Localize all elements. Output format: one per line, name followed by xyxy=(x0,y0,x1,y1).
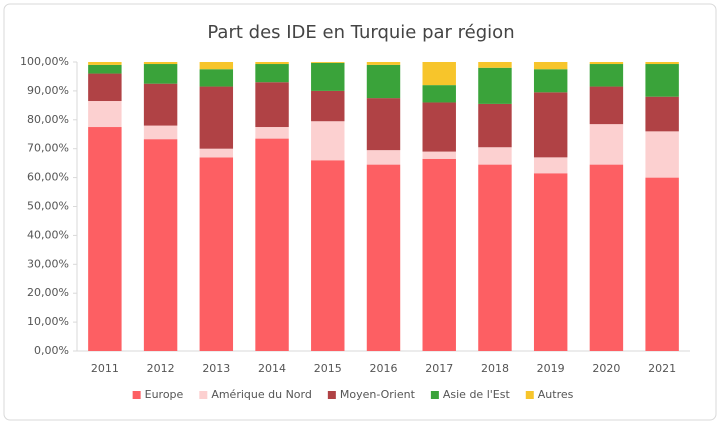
bar-segment xyxy=(589,86,624,125)
bar-segment xyxy=(199,148,234,158)
x-tick-label: 2015 xyxy=(314,362,342,375)
bar-segment xyxy=(422,151,456,159)
legend-label: Moyen-Orient xyxy=(340,388,416,401)
bar-segment xyxy=(366,62,401,65)
x-tick-label: 2014 xyxy=(258,362,286,375)
legend-label: Europe xyxy=(145,388,184,401)
y-tick-label: 60,00% xyxy=(27,171,69,184)
bar-segment xyxy=(255,138,289,351)
bar-segment xyxy=(199,69,234,87)
x-tick-label: 2011 xyxy=(91,362,119,375)
chart-title: Part des IDE en Turquie par région xyxy=(207,22,514,43)
bar-segment xyxy=(88,64,122,74)
legend-label: Asie de l'Est xyxy=(443,388,511,401)
bar-segment xyxy=(143,125,178,140)
x-tick-label: 2016 xyxy=(370,362,398,375)
bar-segment xyxy=(645,64,679,97)
bar-segment xyxy=(255,64,289,83)
legend-swatch xyxy=(132,391,141,399)
legend-swatch xyxy=(199,391,208,399)
bar-segment xyxy=(366,150,401,165)
bar-segment xyxy=(422,85,456,103)
bar-segment xyxy=(478,147,512,165)
y-tick-label: 40,00% xyxy=(27,228,69,241)
bar-segment xyxy=(88,73,122,102)
y-tick-label: 0,00% xyxy=(34,344,69,357)
bar-segment xyxy=(255,82,289,128)
y-tick-label: 20,00% xyxy=(27,286,69,299)
bar-segment xyxy=(143,139,178,351)
x-tick-label: 2019 xyxy=(537,362,565,375)
bar-segment xyxy=(255,62,289,65)
bar-segment xyxy=(143,83,178,126)
bar-segment xyxy=(143,64,178,84)
bar-segment xyxy=(589,64,624,87)
bar-segment xyxy=(589,124,624,165)
bar-segment xyxy=(366,164,401,351)
x-tick-label: 2018 xyxy=(481,362,509,375)
x-tick-label: 2020 xyxy=(592,362,620,375)
bar-segment xyxy=(199,62,234,70)
y-tick-label: 70,00% xyxy=(27,142,69,155)
bar-segment xyxy=(311,121,345,161)
bar-segment xyxy=(478,67,512,104)
bar-segment xyxy=(533,173,568,351)
legend-swatch xyxy=(327,391,336,399)
x-tick-label: 2013 xyxy=(202,362,230,375)
bar-segment xyxy=(478,164,512,351)
bar-segment xyxy=(88,127,122,352)
bar-segment xyxy=(589,164,624,351)
x-tick-label: 2012 xyxy=(147,362,175,375)
y-tick-label: 30,00% xyxy=(27,257,69,270)
legend-label: Amérique du Nord xyxy=(211,388,312,401)
bar-segment xyxy=(143,62,178,65)
bar-segment xyxy=(478,103,512,148)
bar-segment xyxy=(199,86,234,149)
bar-segment xyxy=(422,62,456,86)
bar-segment xyxy=(533,69,568,93)
bar-segment xyxy=(311,90,345,122)
bar-segment xyxy=(366,64,401,99)
bar-segment xyxy=(478,62,512,68)
legend-label: Autres xyxy=(538,388,574,401)
bar-segment xyxy=(88,62,122,65)
legend-swatch xyxy=(525,391,534,399)
bar-segment xyxy=(645,96,679,132)
bar-segment xyxy=(366,98,401,151)
legend-swatch xyxy=(430,391,439,399)
y-tick-label: 100,00% xyxy=(20,55,69,68)
bar-segment xyxy=(645,131,679,178)
y-tick-label: 80,00% xyxy=(27,113,69,126)
bar-segment xyxy=(645,177,679,351)
bar-segment xyxy=(589,62,624,65)
bar-segment xyxy=(311,160,345,351)
bar-segment xyxy=(88,101,122,128)
bar-segment xyxy=(533,92,568,158)
y-tick-label: 10,00% xyxy=(27,315,69,328)
bar-segment xyxy=(199,157,234,351)
y-tick-label: 90,00% xyxy=(27,84,69,97)
bar-segment xyxy=(255,127,289,139)
bar-segment xyxy=(311,62,345,91)
bar-segment xyxy=(311,62,345,63)
bar-segment xyxy=(645,62,679,65)
bar-segment xyxy=(422,158,456,351)
bar-segment xyxy=(533,62,568,70)
x-tick-label: 2017 xyxy=(425,362,453,375)
y-tick-label: 50,00% xyxy=(27,200,69,213)
x-tick-label: 2021 xyxy=(648,362,676,375)
bar-segment xyxy=(533,157,568,174)
bar-segment xyxy=(422,102,456,152)
